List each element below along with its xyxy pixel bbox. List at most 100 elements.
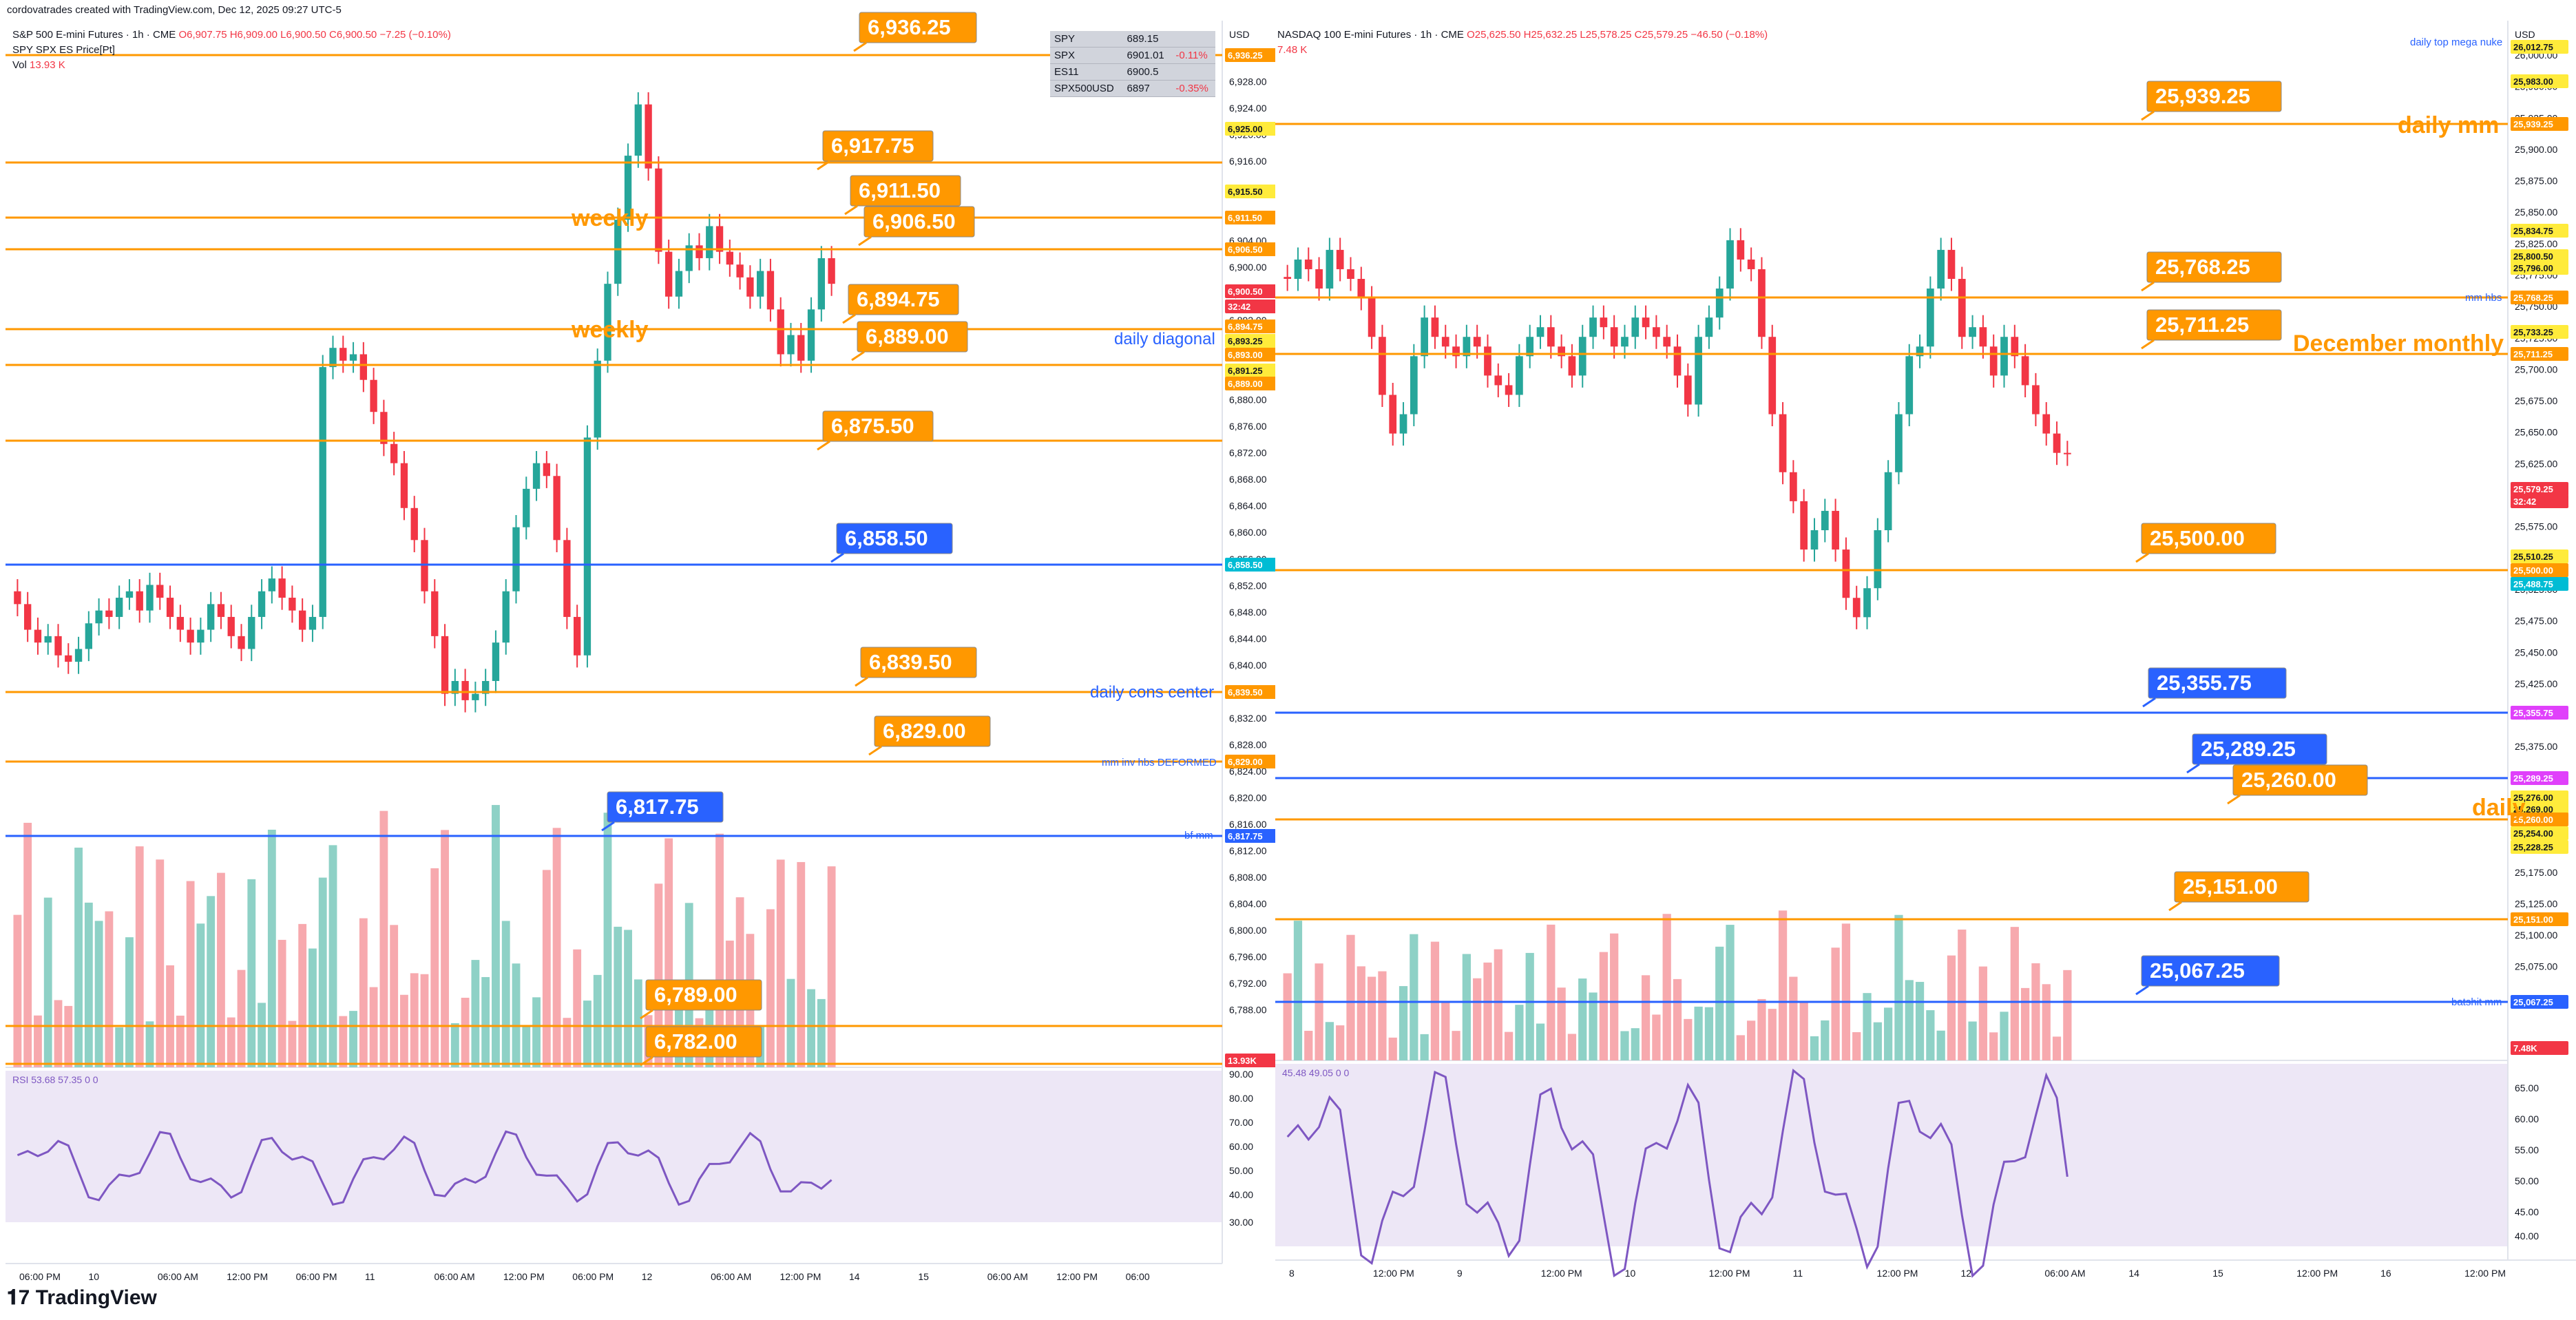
candle-body [563,540,571,617]
volume-bar [1357,966,1365,1060]
volume-bar [1315,963,1323,1060]
candle-body [675,271,683,297]
price-tag: 25,939.25 [2511,117,2568,131]
volume-bar [288,1020,297,1067]
price-tag: 13.93K [1225,1054,1283,1067]
annotation-text: December monthly [2293,331,2504,357]
volume-bar [1578,978,1587,1060]
level-label-text: 6,917.75 [831,134,914,158]
y-tick-label: 6,840.00 [1229,660,1267,671]
volume-bar [115,1027,124,1067]
x-tick-label: 12:00 PM [2296,1268,2338,1279]
candle-body [319,367,326,617]
price-tag-text: 25,711.25 [2513,349,2553,359]
left-symbol-line: S&P 500 E-mini Futures · 1h · CME O6,907… [12,29,451,41]
level-label-box [874,715,991,747]
price-tag-box [1225,334,1283,348]
left-volume-label: Vol [12,59,27,71]
volume-bar [267,829,276,1067]
price-tag-box [2511,482,2568,496]
price-tag-box [2511,840,2568,854]
x-tick-label: 12:00 PM [1056,1271,1098,1282]
candle-body [1937,249,1945,289]
candle-body [1790,472,1797,501]
volume-bar [797,861,806,1067]
price-tag: 25,254.00 [2511,826,2568,840]
price-tag-text: 25,983.00 [2513,76,2553,87]
candle-body [1779,414,1787,472]
y-tick-label: 6,852.00 [1229,580,1267,591]
price-tag: 25,228.25 [2511,840,2568,854]
candle-body [1294,259,1302,279]
candle-body [1473,337,1481,347]
y-tick-label: 25,175.00 [2515,867,2557,878]
volume-bar [1684,1018,1693,1060]
level-label-pointer [2141,281,2155,292]
annotation-text: batshit mm [2451,996,2502,1008]
volume-bar [807,989,815,1067]
x-tick-label: 12:00 PM [1541,1268,1582,1279]
volume-bar [624,930,632,1067]
price-tag-text: 25,355.75 [2513,708,2553,718]
tradingview-logo-text: TradingView [35,1286,157,1309]
x-tick-label: 12:00 PM [780,1271,821,1282]
tradingview-logo[interactable]: 𝟏7 TradingView [7,1286,157,1310]
volume-bar [1462,954,1471,1060]
candle-body [1758,269,1766,337]
currency-label: USD [1229,29,1250,40]
price-tag: 25,488.75 [2511,577,2568,591]
price-tag: 25,983.00 [2511,74,2568,88]
level-label-text: 6,911.50 [859,178,941,202]
candle-body [125,591,134,598]
quote-row: SPX500USD 6897 -0.35% [1050,80,1215,97]
right-symbol-line: NASDAQ 100 E-mini Futures · 1h · CME O25… [1277,29,1768,41]
volume-bar [1536,1023,1545,1060]
volume-bar [664,838,673,1067]
volume-bar [359,918,368,1067]
candle-body [1610,327,1618,347]
volume-bar [207,896,216,1067]
volume-bar [1936,1030,1945,1060]
price-tag-text: 25,254.00 [2513,828,2553,839]
rsi-line [1286,1068,2069,1278]
volume-bar [542,870,551,1067]
candle-body [1800,501,1808,550]
level-label-box [2141,523,2276,554]
volume-bar [1810,1036,1819,1060]
y-tick-label: 25,450.00 [2515,647,2557,658]
price-tag-text: 7.48K [2513,1043,2537,1054]
rsi-tick-label: 50.00 [2515,1175,2539,1186]
volume-bar [105,911,114,1067]
candle-body [248,616,255,649]
volume-bar [593,974,602,1067]
rsi-tick-label: 50.00 [1229,1165,1253,1176]
volume-bar [74,848,83,1067]
price-tag-box [2511,1041,2568,1055]
quote-row: SPY 689.15 [1050,31,1215,48]
level-label-pointer [858,235,872,247]
volume-bar [1884,1007,1893,1060]
candle-body [1653,327,1660,337]
level-label-pointer [844,205,858,216]
price-tag-box [2511,325,2568,339]
volume-bar [34,1015,42,1067]
level-label-box [2232,764,2368,796]
price-tag-text: 6,925.00 [1228,124,1263,134]
volume-bar [23,822,32,1067]
level-label-box [836,523,953,554]
price-tag: 25,510.25 [2511,549,2568,563]
price-tag-box [2511,261,2568,275]
volume-bar [247,879,256,1067]
candle-body [1842,549,1850,598]
candle-body [380,412,388,444]
x-tick-label: 12:00 PM [1373,1268,1414,1279]
candle-body [1705,317,1713,337]
x-tick-label: 06:00 AM [158,1271,198,1282]
candle-body [166,598,174,617]
candle-body [339,348,347,361]
level-label-text: 6,839.50 [869,650,952,674]
y-tick-label: 25,675.00 [2515,395,2557,406]
candle-body [410,507,418,541]
price-tag: 7.48K [2511,1041,2568,1055]
